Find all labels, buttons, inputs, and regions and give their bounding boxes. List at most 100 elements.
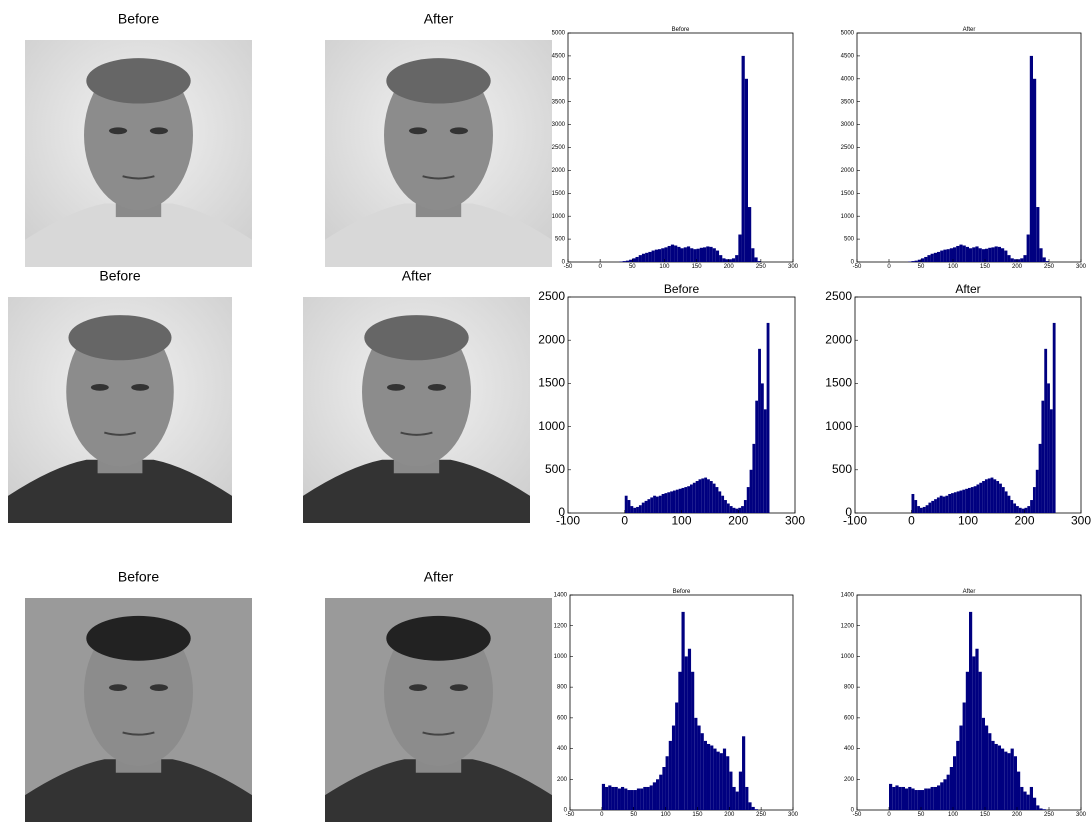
bar [1027,506,1030,513]
bar [985,249,988,262]
y-tick-label: 200 [844,777,855,783]
photo-hair [364,315,468,360]
y-tick-label: 4500 [841,53,855,59]
bar [627,790,630,810]
bar [924,789,927,811]
bar [687,246,690,262]
bar [966,672,969,810]
photo [325,598,552,822]
x-tick-label: 250 [756,264,767,270]
bar [675,703,678,811]
y-tick-label: 2000 [841,168,855,174]
x-tick-label: 150 [692,264,703,270]
x-tick-label: 250 [1044,264,1055,270]
bar [685,656,688,810]
bar [724,500,727,513]
bar [713,749,716,810]
bar [1010,500,1013,513]
bar [982,718,985,810]
bar [653,782,656,810]
bar [645,253,648,262]
bar [1027,795,1030,810]
bar [911,261,914,262]
bar [697,249,700,262]
bar [642,254,645,262]
bar [625,496,628,513]
y-tick-label: 600 [557,715,568,721]
bar [937,252,940,262]
bar [899,787,902,810]
bar [921,258,924,262]
bar [912,494,915,513]
y-tick-label: 1500 [841,191,855,197]
y-tick-label: 2000 [552,168,566,174]
photo-label: After [402,268,432,284]
bar [639,505,642,513]
x-tick-label: 0 [600,812,604,818]
bar [764,409,767,513]
bar [937,497,940,513]
y-tick-label: 1400 [554,593,568,599]
bar [729,772,732,810]
bar [975,649,978,810]
bar [902,787,905,810]
x-tick-label: 0 [621,514,628,528]
y-tick-label: 2500 [538,289,565,303]
bar [697,726,700,810]
bar [948,494,951,513]
y-tick-label: 2000 [538,332,565,346]
y-tick-label: 400 [557,746,568,752]
y-tick-label: 3500 [841,99,855,105]
bar [1014,259,1017,262]
bar [927,255,930,262]
bar [1007,255,1010,262]
bar [1036,470,1039,513]
bar [636,507,639,513]
bar [632,258,635,262]
x-tick-label: 0 [887,812,891,818]
y-tick-label: 1200 [554,623,568,629]
bar [982,249,985,262]
x-tick-label: 200 [724,812,735,818]
bar [1039,248,1042,262]
bar [732,787,735,810]
bar [998,746,1001,811]
x-tick-label: 250 [756,812,767,818]
bar [979,672,982,810]
bar [905,789,908,811]
bar [1020,787,1023,810]
bar [934,499,937,513]
bar [745,79,748,262]
bar [636,257,639,262]
y-tick-label: 800 [844,685,855,691]
bar [748,802,751,810]
bar [1053,323,1056,513]
photo [25,598,252,822]
bar [754,257,757,262]
bar [659,775,662,810]
bar [723,749,726,810]
bar [713,248,716,262]
bar [915,790,918,810]
bar [959,245,962,262]
y-tick-label: 2500 [825,289,852,303]
x-tick-label: 300 [785,514,805,528]
bar [758,261,761,262]
bar [1019,508,1022,513]
bar [1030,56,1033,262]
bar [662,494,665,513]
bar [931,254,934,262]
x-tick-label: 300 [1071,514,1091,528]
y-tick-label: 1000 [538,419,565,433]
x-tick-label: 150 [692,812,703,818]
x-tick-label: 50 [918,264,925,270]
bar [645,501,648,513]
x-tick-label: 200 [728,514,748,528]
photo-hair [86,616,190,661]
photo-eye [150,127,168,134]
bar [972,247,975,262]
bar [648,252,651,262]
bar [962,490,965,513]
x-tick-label: 200 [1012,812,1023,818]
bar [963,703,966,811]
